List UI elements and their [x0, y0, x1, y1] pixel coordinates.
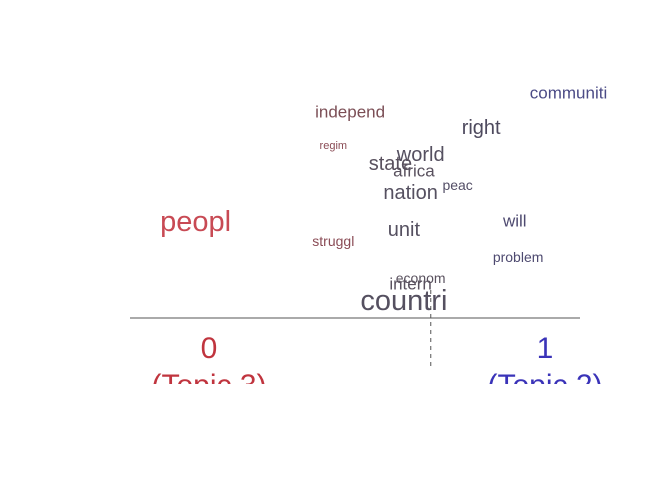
- word-label-regim: regim: [320, 140, 348, 152]
- word-label-unit: unit: [388, 219, 421, 241]
- word-label-peac: peac: [442, 177, 472, 193]
- tick-label-1: 1: [537, 332, 554, 365]
- word-label-independ: independ: [315, 103, 385, 122]
- word-label-right: right: [462, 117, 501, 139]
- word-label-peopl: peopl: [160, 206, 231, 238]
- word-label-intern: intern: [389, 275, 432, 294]
- word-label-world: world: [396, 144, 445, 166]
- tick-sublabel-1: (Topic 2): [487, 369, 602, 402]
- word-label-state: state: [369, 153, 412, 175]
- word-label-countri: countri: [360, 285, 447, 317]
- word-label-econom: econom: [396, 270, 446, 286]
- word-label-communiti: communiti: [530, 84, 607, 103]
- tick-sublabel-0: (Topic 3): [151, 369, 266, 402]
- word-label-struggl: struggl: [312, 233, 354, 249]
- tick-label-0: 0: [201, 332, 218, 365]
- word-labels: communiti independ right regim worldstateafr…: [160, 84, 607, 318]
- word-label-problem: problem: [493, 249, 544, 265]
- axis-tick-labels: 0 (Topic 3) 1 (Topic 2): [151, 332, 602, 402]
- word-label-will: will: [502, 212, 527, 231]
- word-label-nation: nation: [383, 182, 438, 204]
- word-label-africa: africa: [393, 162, 435, 181]
